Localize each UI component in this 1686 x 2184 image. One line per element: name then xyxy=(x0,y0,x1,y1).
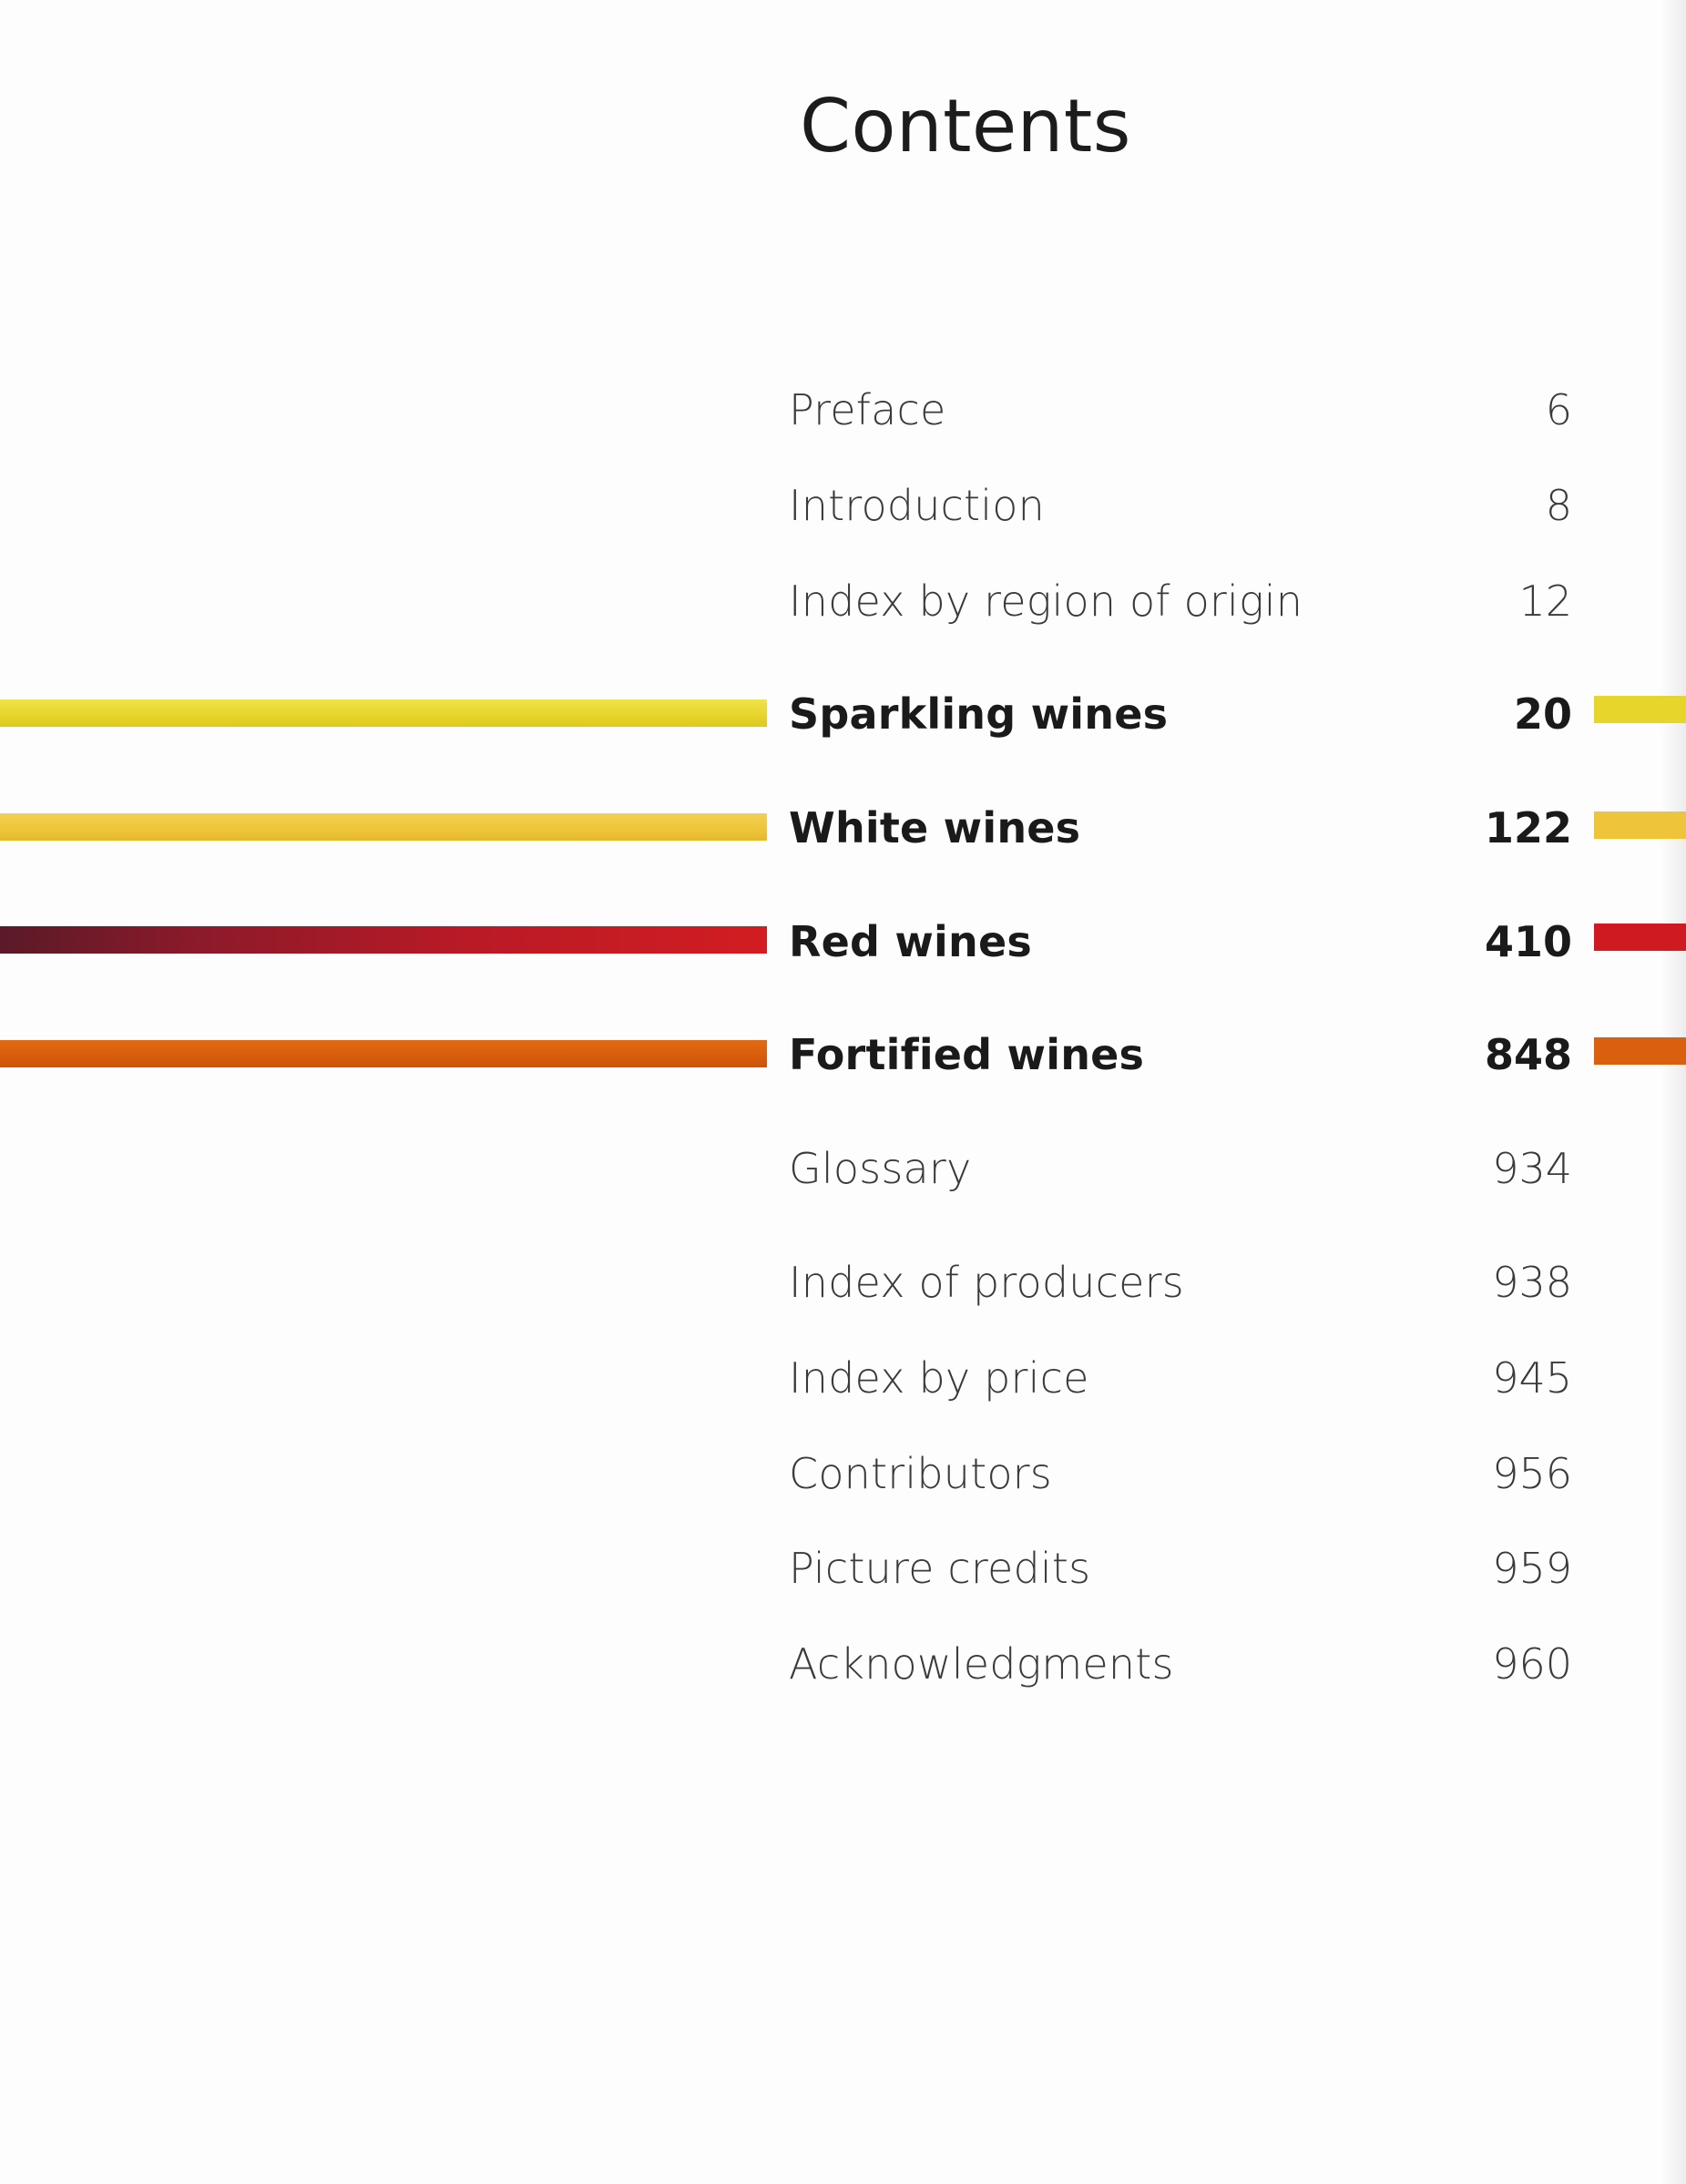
toc-entry-page: 938 xyxy=(1492,1258,1572,1307)
toc-entry-page: 960 xyxy=(1492,1639,1572,1689)
toc-entry-sparkling-wines[interactable]: Sparkling wines 20 xyxy=(789,678,1572,750)
toc-entry-introduction[interactable]: Introduction 8 xyxy=(789,469,1572,542)
toc-entry-preface[interactable]: Preface 6 xyxy=(789,373,1572,446)
toc-entry-label: Sparkling wines xyxy=(789,689,1169,739)
white-wines-bar-left xyxy=(0,813,767,841)
page-title: Contents xyxy=(800,84,1131,168)
toc-entry-index-by-price[interactable]: Index by price 945 xyxy=(789,1342,1572,1414)
sparkling-wines-bar-left xyxy=(0,699,767,727)
toc-entry-label: Index by price xyxy=(789,1353,1089,1403)
toc-entry-page: 959 xyxy=(1492,1544,1572,1593)
toc-entry-page: 410 xyxy=(1484,917,1572,966)
toc-entry-label: Preface xyxy=(789,385,946,434)
toc-entry-page: 945 xyxy=(1492,1353,1572,1403)
toc-entry-page: 956 xyxy=(1492,1449,1572,1498)
toc-entry-page: 848 xyxy=(1484,1030,1572,1079)
toc-entry-picture-credits[interactable]: Picture credits 959 xyxy=(789,1532,1572,1605)
fortified-wines-bar-right xyxy=(1594,1037,1686,1065)
sparkling-wines-bar-right xyxy=(1594,696,1686,723)
toc-entry-label: Fortified wines xyxy=(789,1030,1145,1079)
toc-entry-label: Acknowledgments xyxy=(789,1639,1174,1689)
toc-entry-acknowledgments[interactable]: Acknowledgments 960 xyxy=(789,1628,1572,1700)
page-edge-shadow xyxy=(1660,0,1686,2184)
fortified-wines-bar-left xyxy=(0,1040,767,1067)
toc-entry-label: Red wines xyxy=(789,917,1032,966)
toc-entry-fortified-wines[interactable]: Fortified wines 848 xyxy=(789,1018,1572,1091)
toc-entry-label: Introduction xyxy=(789,481,1045,530)
toc-entry-label: White wines xyxy=(789,803,1081,852)
toc-entry-label: Contributors xyxy=(789,1449,1052,1498)
toc-entry-label: Index of producers xyxy=(789,1258,1184,1307)
toc-entry-contributors[interactable]: Contributors 956 xyxy=(789,1437,1572,1510)
toc-entry-label: Glossary xyxy=(789,1144,972,1193)
toc-entry-label: Picture credits xyxy=(789,1544,1091,1593)
toc-entry-white-wines[interactable]: White wines 122 xyxy=(789,791,1572,864)
toc-entry-page: 934 xyxy=(1492,1144,1572,1193)
white-wines-bar-right xyxy=(1594,811,1686,839)
toc-entry-page: 8 xyxy=(1545,481,1572,530)
toc-entry-page: 20 xyxy=(1513,689,1572,739)
toc-entry-index-by-region[interactable]: Index by region of origin 12 xyxy=(789,565,1572,638)
toc-entry-page: 12 xyxy=(1518,577,1572,626)
toc-entry-red-wines[interactable]: Red wines 410 xyxy=(789,905,1572,978)
toc-entry-label: Index by region of origin xyxy=(789,577,1303,626)
toc-entry-glossary[interactable]: Glossary 934 xyxy=(789,1132,1572,1205)
toc-entry-index-of-producers[interactable]: Index of producers 938 xyxy=(789,1246,1572,1319)
toc-entry-page: 122 xyxy=(1484,803,1572,852)
red-wines-bar-left xyxy=(0,926,767,954)
toc-entry-page: 6 xyxy=(1545,385,1572,434)
red-wines-bar-right xyxy=(1594,924,1686,951)
